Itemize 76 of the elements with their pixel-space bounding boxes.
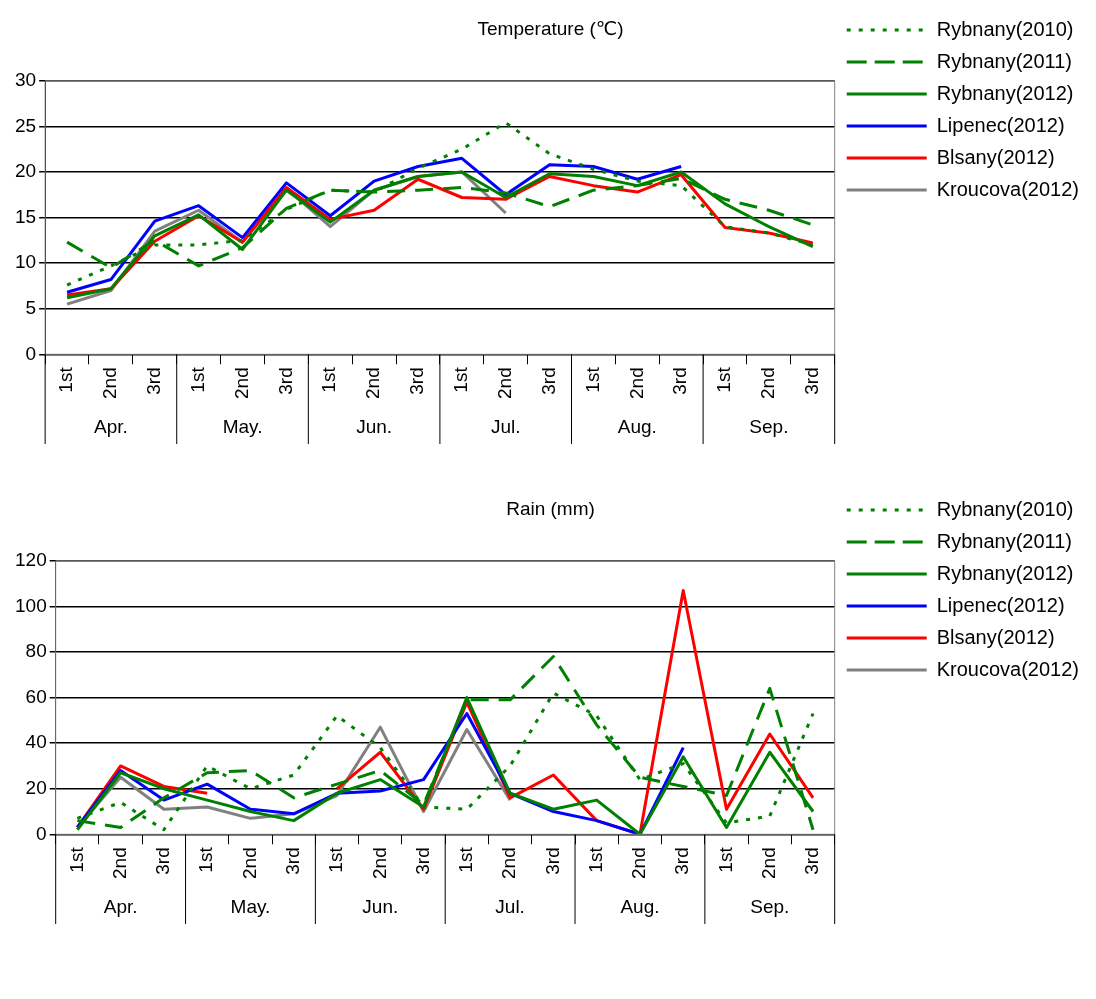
text: Apr. [103, 896, 138, 918]
y-tick-label: 25 [14, 114, 37, 136]
x-tick-label: 1st [65, 846, 87, 873]
y-tick-label: 30 [14, 69, 37, 91]
x-tick-label: 2nd [230, 367, 252, 399]
chart-title: Temperature (℃) [477, 17, 624, 39]
x-tick-label: 3rd [669, 367, 691, 395]
x-tick-label: 1st [713, 366, 735, 393]
x-tick-label: 3rd [274, 367, 296, 395]
x-tick-label: 3rd [143, 367, 165, 395]
y-tick-label: 40 [25, 731, 47, 753]
x-tick-label: 1st [714, 846, 736, 873]
x-tick-label: 1st [581, 366, 603, 393]
legend-label: Rybnany(2011) [936, 529, 1072, 552]
legend-label: Blsany(2012) [936, 625, 1055, 648]
x-tick-label: 3rd [537, 367, 559, 395]
text: Aug. [617, 416, 657, 438]
x-tick-label: 2nd [757, 367, 779, 399]
text: May. [222, 416, 263, 438]
legend-label: Rybnany(2010) [936, 497, 1074, 520]
legend-label: Rybnany(2012) [936, 561, 1074, 584]
y-tick-label: 5 [25, 296, 37, 318]
text: Jul. [490, 416, 521, 438]
x-tick-label: 3rd [406, 367, 428, 395]
legend-label: Lipenec(2012) [936, 113, 1065, 136]
legend-label: Blsany(2012) [936, 145, 1055, 168]
x-tick-label: 3rd [281, 847, 303, 875]
x-tick-label: 2nd [628, 847, 650, 879]
y-tick-label: 20 [14, 160, 37, 182]
x-tick-label: 3rd [671, 847, 693, 875]
text: Aug. [620, 896, 660, 918]
y-tick-label: 10 [14, 251, 37, 273]
y-tick-label: 80 [25, 640, 47, 662]
x-tick-label: 2nd [368, 847, 390, 879]
chart-title: Rain (mm) [506, 497, 595, 519]
text: Jun. [362, 896, 399, 918]
x-tick-label: 2nd [99, 367, 121, 399]
y-tick-label: 60 [25, 685, 47, 707]
x-tick-label: 2nd [108, 847, 130, 879]
text: May. [230, 896, 271, 918]
x-tick-label: 2nd [498, 847, 520, 879]
x-tick-label: 2nd [758, 847, 780, 879]
x-tick-label: 1st [455, 846, 477, 873]
x-tick-label: 3rd [801, 847, 823, 875]
text: Sep. [749, 416, 789, 438]
y-tick-label: 100 [15, 594, 47, 616]
y-tick-label: 15 [14, 205, 37, 227]
x-tick-label: 1st [195, 846, 217, 873]
legend-label: Rybnany(2012) [936, 81, 1074, 104]
x-tick-label: 2nd [238, 847, 260, 879]
y-tick-label: 120 [15, 549, 47, 571]
legend-label: Rybnany(2010) [936, 17, 1074, 40]
text: Jul. [495, 896, 525, 918]
x-tick-label: 1st [318, 366, 340, 393]
x-tick-label: 1st [55, 366, 77, 393]
x-tick-label: 3rd [541, 847, 563, 875]
text: Sep. [750, 896, 790, 918]
x-tick-label: 3rd [801, 367, 822, 395]
x-tick-label: 1st [186, 366, 208, 393]
legend-label: Lipenec(2012) [936, 593, 1065, 616]
text: Apr. [94, 416, 128, 438]
legend-label: Rybnany(2011) [936, 49, 1072, 72]
x-tick-label: 1st [584, 846, 606, 873]
legend-label: Kroucova(2012) [936, 657, 1080, 680]
x-tick-label: 2nd [493, 367, 515, 399]
x-tick-label: 1st [325, 846, 347, 873]
text: Jun. [356, 416, 393, 438]
x-tick-label: 2nd [362, 367, 384, 399]
y-tick-label: 0 [25, 342, 37, 364]
y-tick-label: 0 [36, 822, 47, 844]
x-tick-label: 3rd [411, 847, 433, 875]
y-tick-label: 20 [25, 776, 47, 798]
x-tick-label: 1st [450, 366, 472, 393]
x-tick-label: 3rd [152, 847, 174, 875]
x-tick-label: 2nd [625, 367, 647, 399]
legend-label: Kroucova(2012) [936, 177, 1080, 200]
